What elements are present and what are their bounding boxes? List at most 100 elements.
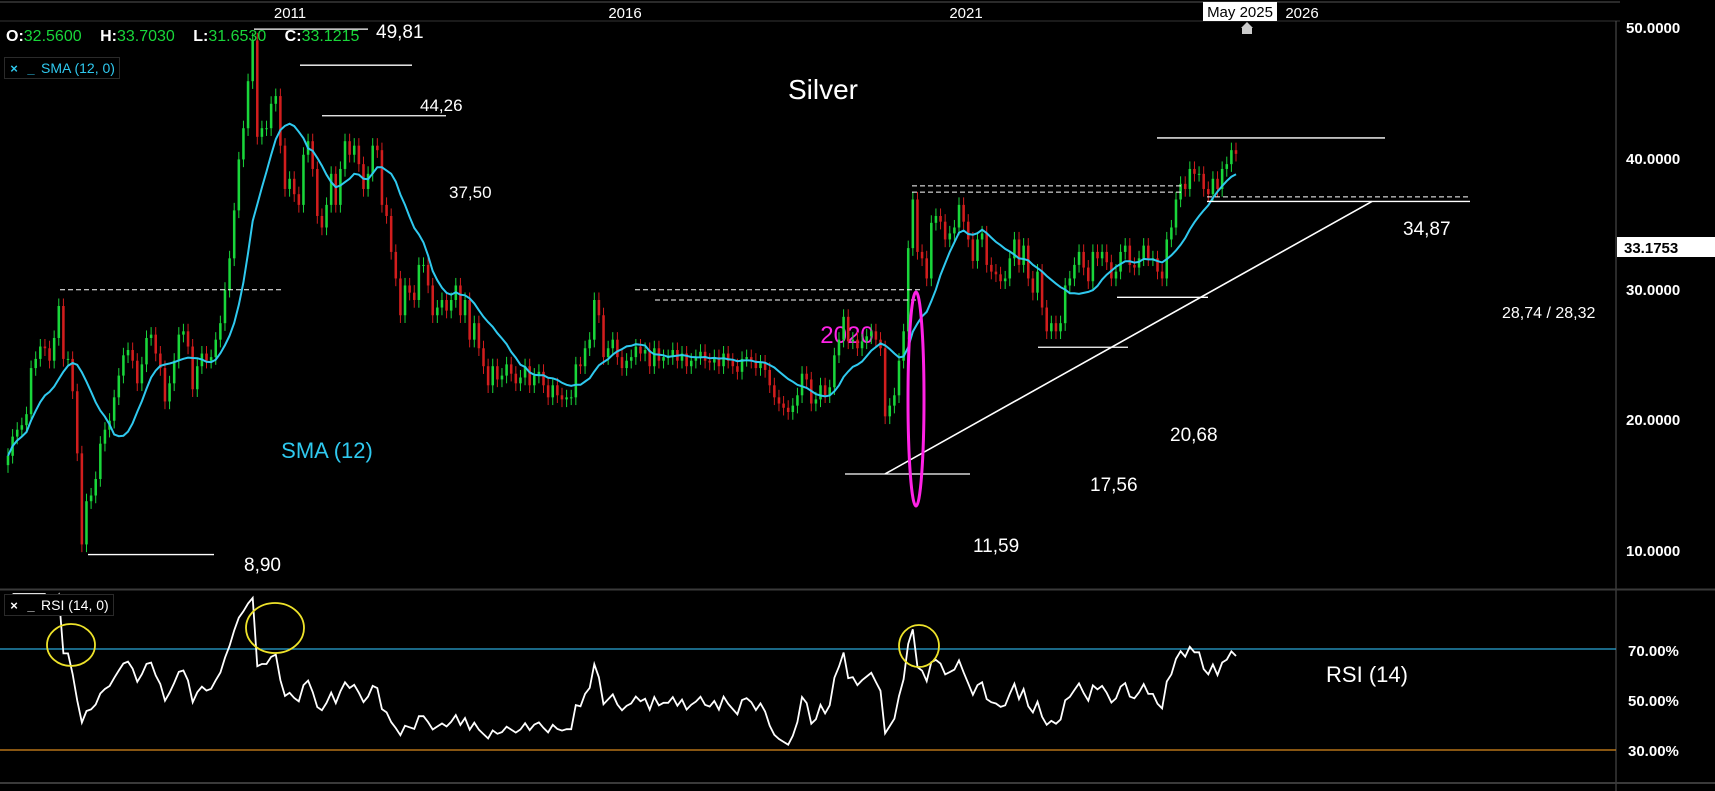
sma-legend-label[interactable]: SMA (12, 0) [41, 60, 115, 76]
level-label-4981: 49,81 [376, 22, 424, 43]
candle-body [796, 395, 799, 406]
candle-body [680, 353, 684, 361]
open-value: 32.5600 [23, 28, 82, 45]
candle-body [731, 360, 735, 367]
ohlc-readout: O:32.5600 H:33.7030 L:31.6530 C:33.1215 [6, 28, 373, 46]
candle-body [773, 385, 776, 398]
y-tick-50: 50.0000 [1626, 20, 1680, 37]
x-tick-2026: 2026 [1285, 5, 1318, 22]
sma-minimize-icon[interactable]: _ [27, 60, 35, 76]
candle-body [191, 346, 194, 390]
candle-body [80, 453, 84, 545]
candle-body [473, 323, 476, 340]
candle-body [66, 358, 70, 360]
candle-body [930, 222, 933, 279]
candle-body [251, 40, 254, 82]
candle-body [533, 375, 536, 386]
candle-body [1031, 278, 1035, 293]
candle-body [302, 154, 305, 205]
candle-body [574, 364, 578, 398]
candle-body [71, 358, 74, 392]
candle-body [934, 215, 938, 223]
candle-body [348, 141, 351, 155]
candle-body [689, 360, 693, 367]
candle-body [99, 443, 102, 480]
level-label-2068: 20,68 [1170, 425, 1218, 446]
candle-body [126, 350, 130, 356]
candle-body [888, 405, 892, 417]
candle-body [380, 150, 384, 205]
candle-body [1230, 150, 1233, 165]
candle-body [1096, 251, 1099, 259]
candle-body [786, 407, 790, 413]
candle-body [699, 351, 702, 358]
candle-body [440, 299, 444, 308]
candle-body [20, 425, 24, 430]
x-tick-2021: 2021 [949, 5, 982, 22]
candle-body [209, 357, 213, 361]
candle-body [343, 141, 347, 169]
candle-body [542, 371, 545, 386]
candle-body [1063, 285, 1067, 324]
candle-body [403, 285, 407, 316]
candle-body [833, 355, 836, 388]
candle-body [588, 339, 591, 349]
candle-body [1170, 227, 1173, 240]
rsi-remove-icon[interactable]: × [10, 597, 18, 613]
candle-body [971, 239, 975, 261]
candle-body [1040, 271, 1044, 308]
candle-body [994, 271, 998, 275]
candle-body [1156, 258, 1159, 272]
candle-body [985, 233, 988, 265]
candle-body [334, 173, 338, 205]
open-label: O: [6, 28, 24, 45]
rsi-tick-30: 30.00% [1628, 743, 1679, 760]
candle-body [602, 315, 605, 358]
low-value: 31.6530 [208, 28, 267, 45]
candle-body [911, 199, 915, 249]
candle-body [597, 299, 601, 316]
candle-body [551, 385, 555, 398]
close-value: 33.1215 [301, 28, 360, 45]
candle-body [320, 215, 324, 228]
candle-body [417, 264, 421, 300]
candle-body [1220, 168, 1224, 189]
candle-body [662, 357, 665, 361]
candle-body [223, 289, 227, 324]
candle-body [1188, 168, 1192, 189]
candle-body [15, 429, 19, 437]
candle-body [925, 258, 928, 279]
candle-body [1123, 245, 1127, 252]
sma-legend: × _ SMA (12, 0) [4, 57, 120, 79]
candle-body [1050, 323, 1053, 332]
candle-body [708, 360, 711, 363]
candle-body [1100, 251, 1104, 259]
candle-body [537, 371, 541, 376]
candle-body [468, 299, 471, 340]
candle-body [625, 360, 628, 369]
candle-body [149, 334, 153, 338]
rsi-legend-label[interactable]: RSI (14, 0) [41, 597, 109, 613]
candle-body [842, 316, 845, 340]
candle-body [611, 339, 615, 349]
candle-body [1003, 278, 1007, 282]
candle-body [505, 364, 508, 376]
candle-body [791, 405, 795, 413]
candle-body [283, 145, 287, 189]
rsi-minimize-icon[interactable]: _ [27, 597, 35, 613]
candle-body [560, 395, 564, 400]
candle-body [519, 377, 522, 384]
candle-body [422, 264, 425, 266]
level-label-4426: 44,26 [420, 96, 463, 115]
candle-body [256, 40, 259, 137]
sma-remove-icon[interactable]: × [10, 60, 18, 76]
candle-body [1193, 168, 1196, 174]
candle-body [1197, 173, 1201, 175]
candle-body [1234, 150, 1238, 154]
candle-body [1174, 199, 1178, 228]
candle-body [523, 366, 527, 378]
candle-body [389, 215, 393, 252]
candle-body [1183, 183, 1187, 189]
candle-body [736, 366, 739, 372]
